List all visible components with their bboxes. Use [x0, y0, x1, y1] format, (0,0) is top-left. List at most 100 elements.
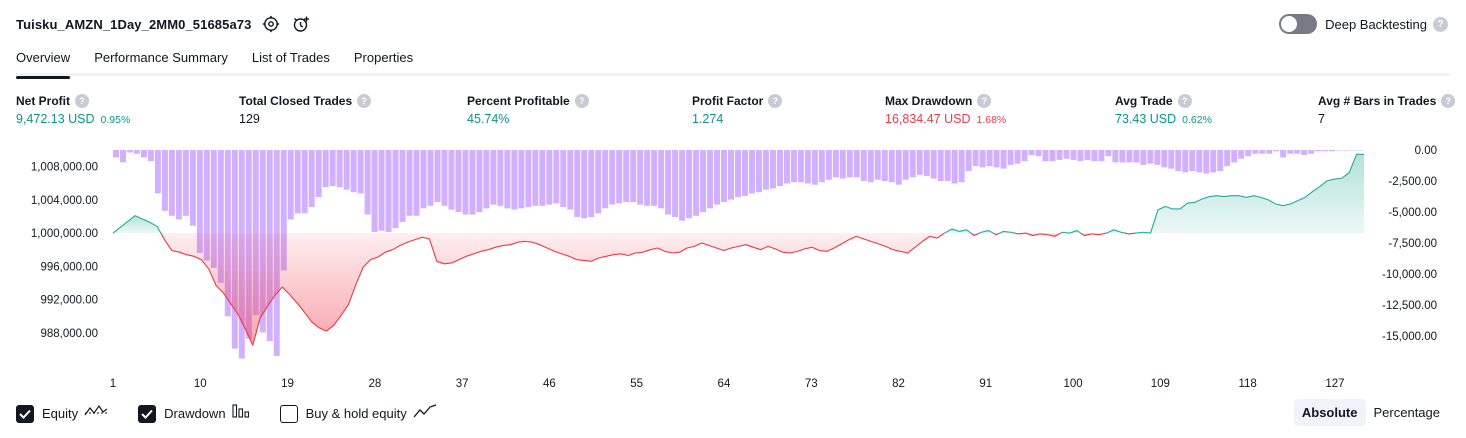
drawdown-bar	[1112, 150, 1119, 163]
drawdown-bar	[1322, 150, 1329, 152]
drawdown-bar	[427, 150, 434, 206]
drawdown-bar	[686, 150, 693, 219]
equity-checkbox[interactable]	[16, 404, 34, 423]
help-icon[interactable]: ?	[1433, 16, 1448, 32]
drawdown-bar	[609, 150, 616, 205]
drawdown-bar	[916, 150, 923, 175]
drawdown-bar	[790, 150, 797, 183]
drawdown-bar	[651, 150, 658, 206]
drawdown-bar	[546, 150, 553, 205]
metric-max-drawdown: Max Drawdown? 16,834.47 USD 1.68%	[885, 93, 1006, 126]
drawdown-bar	[469, 150, 476, 215]
x-axis-tick-label: 100	[1063, 378, 1082, 390]
info-icon[interactable]: ?	[1441, 94, 1456, 108]
drawdown-bar	[322, 150, 329, 188]
drawdown-bar	[1238, 150, 1245, 159]
drawdown-bar	[364, 150, 371, 215]
drawdown-bar	[154, 150, 161, 194]
chart-legend: Equity Drawdown Buy & hold equity	[16, 403, 467, 424]
add-alert-icon[interactable]	[291, 14, 311, 34]
drawdown-bar	[1084, 150, 1091, 160]
drawdown-bar	[1007, 150, 1014, 165]
deep-backtesting-toggle[interactable]	[1279, 14, 1318, 34]
drawdown-bar	[588, 150, 595, 218]
x-axis-tick-label: 64	[718, 378, 731, 390]
absolute-button[interactable]: Absolute	[1293, 399, 1366, 426]
drawdown-bar	[1357, 150, 1363, 151]
drawdown-bar	[902, 150, 909, 180]
info-icon[interactable]: ?	[574, 94, 589, 108]
drawdown-bar	[755, 150, 762, 193]
drawdown-bar	[846, 150, 853, 178]
drawdown-bar	[923, 150, 930, 177]
drawdown-checkbox[interactable]	[138, 404, 157, 423]
info-icon[interactable]: ?	[1177, 94, 1192, 108]
drawdown-label: Drawdown	[164, 406, 226, 421]
equity-drawdown-chart[interactable]: 1,008,000.00 1,004,000.00 1,000,000.00 996,…	[0, 138, 1466, 396]
x-axis-tick-label: 37	[456, 378, 469, 390]
drawdown-bar	[1056, 150, 1063, 160]
drawdown-bar	[1042, 150, 1049, 162]
equity-line-profit	[1135, 153, 1365, 234]
equity-line-profit	[999, 230, 1015, 234]
metric-label: Net Profit	[16, 94, 70, 108]
equity-area-loss	[1080, 233, 1107, 236]
buy-hold-checkbox[interactable]	[279, 404, 298, 423]
info-icon[interactable]: ?	[357, 94, 372, 108]
right-axis-tick-label: -15,000.00	[1382, 331, 1437, 343]
right-axis-tick-label: -2,500.00	[1388, 176, 1437, 188]
drawdown-bar	[147, 150, 154, 162]
drawdown-bar	[1301, 150, 1308, 155]
metric-label: Avg Trade	[1115, 94, 1173, 108]
percentage-button[interactable]: Percentage	[1373, 405, 1441, 420]
drawdown-bar	[741, 150, 748, 196]
drawdown-bar	[329, 150, 336, 186]
drawdown-bar	[769, 150, 776, 189]
drawdown-bar	[818, 150, 825, 183]
equity-line-profit	[944, 228, 972, 234]
metric-percent-profitable: Percent Profitable? 45.74%	[467, 93, 589, 126]
drawdown-bar	[1168, 150, 1175, 169]
tab-performance-summary[interactable]: Performance Summary	[94, 50, 228, 65]
strategy-name: Tuisku_AMZN_1Day_2MM0_51685a73	[16, 16, 252, 32]
gear-icon[interactable]	[261, 14, 281, 34]
drawdown-bar	[553, 150, 560, 204]
drawdown-bar	[602, 150, 609, 209]
drawdown-bar	[1266, 150, 1273, 154]
drawdown-bar	[455, 150, 462, 213]
equity-line-icon	[84, 403, 108, 424]
trend-line-icon	[413, 403, 437, 424]
drawdown-bar	[357, 150, 364, 194]
buy-hold-label: Buy & hold equity	[305, 406, 407, 421]
drawdown-bar	[336, 150, 343, 188]
drawdown-bar	[1189, 150, 1196, 172]
drawdown-bar	[972, 150, 979, 167]
equity-line-loss	[1080, 232, 1107, 237]
x-axis: 1 10 19 28 37 46 55 64 73 82 91 100 109 118 127	[110, 378, 1345, 390]
drawdown-bar	[665, 150, 672, 215]
drawdown-bar	[721, 150, 728, 203]
drawdown-bar	[308, 150, 315, 208]
info-icon[interactable]: ?	[977, 94, 992, 108]
info-icon[interactable]: ?	[75, 94, 89, 108]
tab-list-of-trades[interactable]: List of Trades	[251, 50, 330, 65]
drawdown-bar	[434, 150, 441, 203]
metric-total-closed-trades: Total Closed Trades? 129	[239, 93, 372, 126]
drawdown-bar	[1252, 150, 1259, 154]
tab-properties[interactable]: Properties	[353, 50, 414, 65]
tab-overview[interactable]: Overview	[16, 44, 71, 79]
equity-area-loss	[160, 233, 945, 346]
drawdown-bar	[1077, 150, 1084, 162]
drawdown-bar	[1336, 150, 1343, 151]
buy-hold-toggle[interactable]: Buy & hold equity	[279, 403, 437, 424]
drawdown-toggle[interactable]: Drawdown	[138, 403, 249, 424]
drawdown-bar	[860, 150, 867, 182]
drawdown-bar	[560, 150, 567, 208]
drawdown-bar	[203, 150, 210, 261]
metric-value: 16,834.47 USD	[885, 112, 971, 126]
metric-label: Total Closed Trades	[239, 94, 353, 108]
equity-toggle[interactable]: Equity	[16, 403, 108, 424]
drawdown-bar	[217, 150, 224, 283]
info-icon[interactable]: ?	[768, 94, 783, 108]
tab-bar: Overview Performance Summary List of Tra…	[16, 44, 1450, 79]
